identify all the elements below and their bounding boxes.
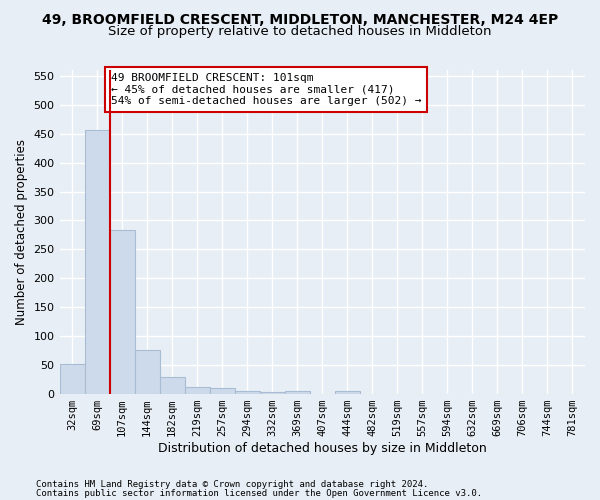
Bar	[235, 391, 260, 394]
Bar	[335, 391, 360, 394]
Text: 49 BROOMFIELD CRESCENT: 101sqm
← 45% of detached houses are smaller (417)
54% of: 49 BROOMFIELD CRESCENT: 101sqm ← 45% of …	[111, 73, 421, 106]
Bar	[59, 364, 85, 394]
Bar	[110, 230, 134, 394]
Bar	[285, 391, 310, 394]
Y-axis label: Number of detached properties: Number of detached properties	[15, 139, 28, 325]
Bar	[185, 386, 209, 394]
Bar	[85, 130, 110, 394]
Text: Contains HM Land Registry data © Crown copyright and database right 2024.: Contains HM Land Registry data © Crown c…	[36, 480, 428, 489]
X-axis label: Distribution of detached houses by size in Middleton: Distribution of detached houses by size …	[158, 442, 487, 455]
Bar	[160, 376, 185, 394]
Bar	[209, 388, 235, 394]
Text: Size of property relative to detached houses in Middleton: Size of property relative to detached ho…	[108, 25, 492, 38]
Text: 49, BROOMFIELD CRESCENT, MIDDLETON, MANCHESTER, M24 4EP: 49, BROOMFIELD CRESCENT, MIDDLETON, MANC…	[42, 12, 558, 26]
Bar	[260, 392, 285, 394]
Bar	[134, 350, 160, 394]
Text: Contains public sector information licensed under the Open Government Licence v3: Contains public sector information licen…	[36, 489, 482, 498]
